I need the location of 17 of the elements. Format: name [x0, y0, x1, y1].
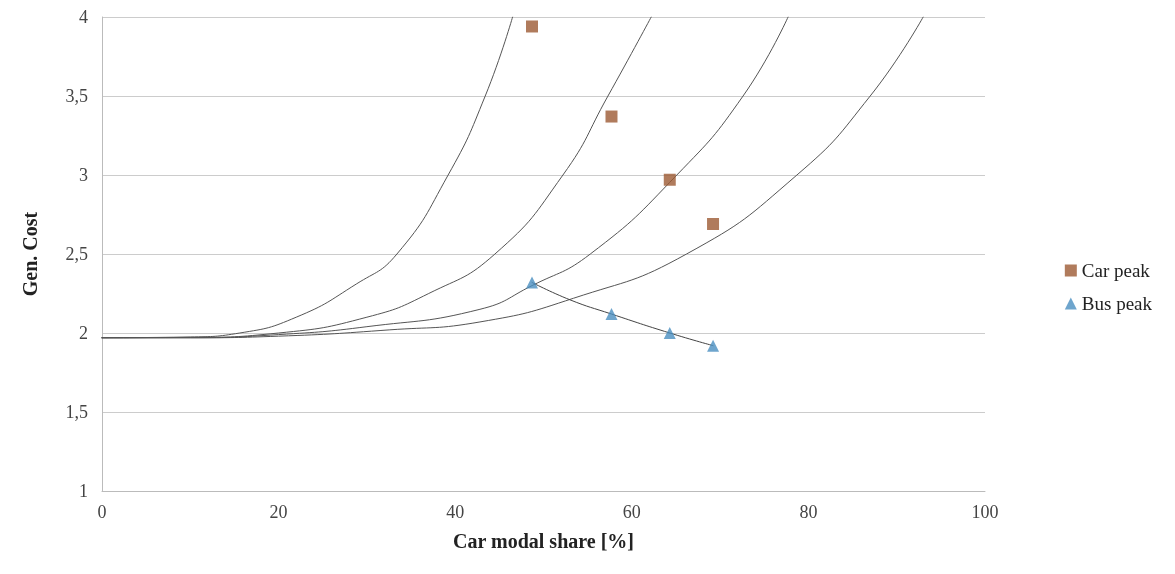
y-tick-label: 3,5: [65, 86, 88, 106]
legend-label: Bus peak: [1081, 293, 1153, 314]
legend-label: Car peak: [1081, 260, 1151, 281]
x-axis-title: Car modal share [%]: [453, 530, 634, 552]
y-tick-label: 1: [79, 481, 88, 501]
y-tick-label: 2,5: [65, 244, 88, 264]
y-tick-label: 2: [79, 323, 88, 343]
y-tick-label: 1,5: [65, 402, 88, 422]
y-tick-label: 4: [79, 7, 88, 27]
x-tick-label: 0: [97, 502, 107, 522]
x-tick-label: 60: [622, 502, 641, 522]
y-tick-label: 3: [79, 165, 88, 185]
x-tick-label: 80: [799, 502, 818, 522]
x-tick-label: 40: [446, 502, 465, 522]
x-tick-label: 20: [269, 502, 288, 522]
y-axis-title: Gen. Cost: [19, 211, 41, 297]
x-tick-label: 100: [971, 502, 999, 522]
